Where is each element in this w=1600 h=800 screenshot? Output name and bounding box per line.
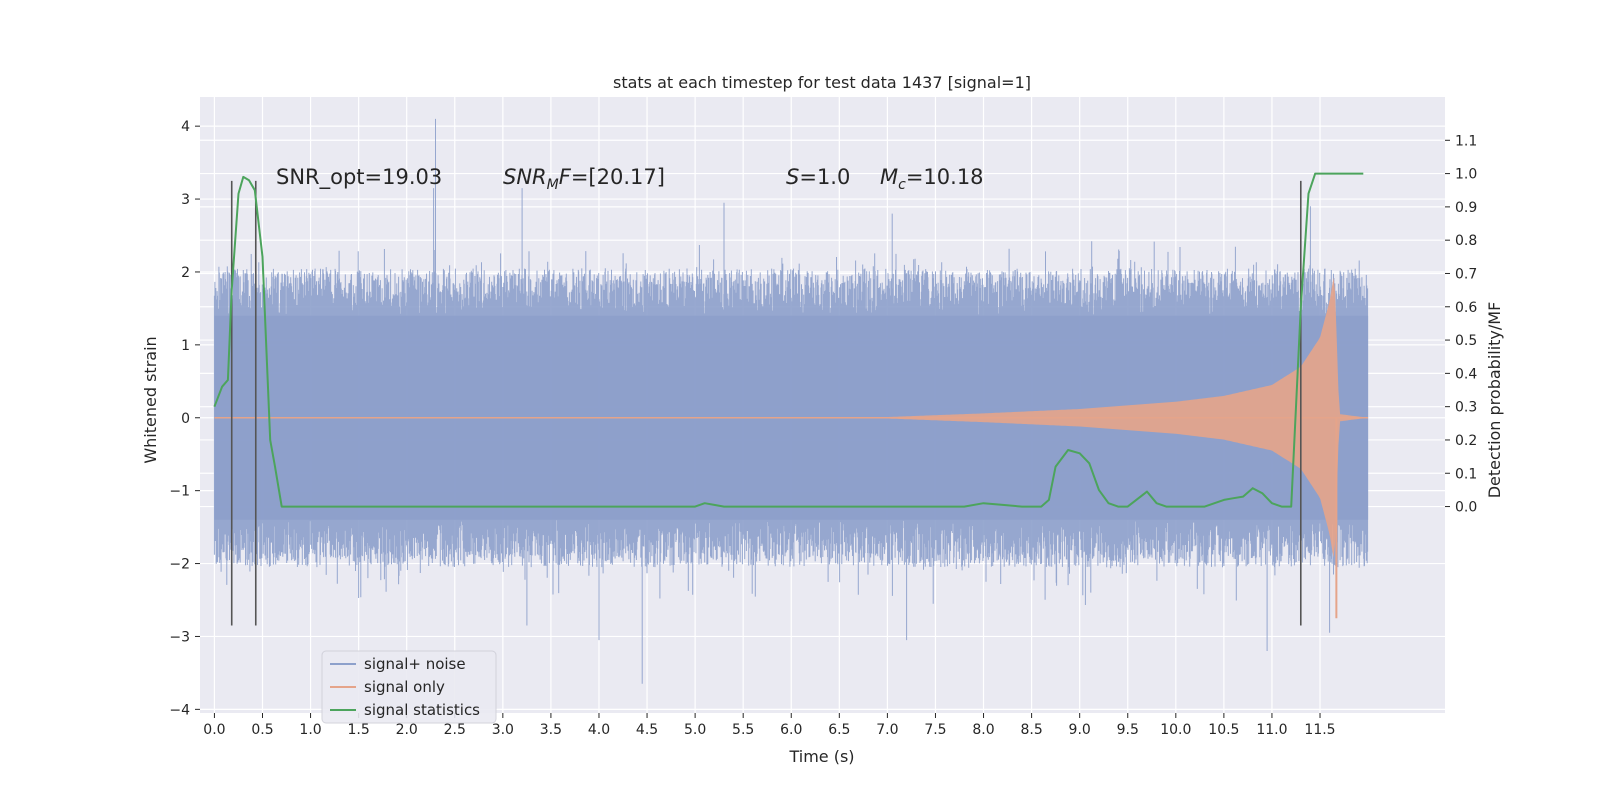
x-tick-label: 1.0 — [299, 722, 321, 738]
y2-tick-label: 1.0 — [1455, 167, 1477, 183]
x-tick-label: 2.5 — [444, 722, 466, 738]
annotation-snr-opt: SNR_opt=19.03 — [276, 165, 442, 190]
x-tick-label: 1.5 — [347, 722, 369, 738]
y-tick-label: 4 — [181, 119, 190, 135]
legend-entry: signal+ noise — [364, 655, 466, 673]
y2-tick-label: 0.4 — [1455, 366, 1477, 382]
chart-title: stats at each timestep for test data 143… — [613, 73, 1031, 92]
x-axis-label: Time (s) — [788, 747, 854, 766]
y2-tick-label: 0.9 — [1455, 200, 1477, 216]
x-tick-label: 8.5 — [1020, 722, 1042, 738]
y-tick-label: 0 — [181, 411, 190, 427]
x-tick-label: 4.0 — [588, 722, 610, 738]
x-tick-label: 2.0 — [396, 722, 418, 738]
annotations: SNR_opt=19.03 SNRMF=[20.17] S=1.0 Mc=10.… — [276, 165, 984, 193]
y2-tick-label: 0.6 — [1455, 300, 1477, 316]
x-tick-label: 3.5 — [540, 722, 562, 738]
y-tick-label: −4 — [169, 702, 190, 718]
x-tick-label: 8.0 — [972, 722, 994, 738]
x-tick-label: 5.5 — [732, 722, 754, 738]
legend-box — [321, 650, 497, 724]
y2-tick-label: 0.0 — [1455, 500, 1477, 516]
legend-entry: signal only — [364, 678, 445, 696]
series-signal-statistics — [213, 172, 1364, 508]
y2-tick-label: 1.1 — [1455, 133, 1477, 149]
annotation-mc: Mc=10.18 — [880, 165, 984, 193]
vertical-markers — [230, 180, 1302, 626]
x-tick-label: 6.0 — [780, 722, 802, 738]
annotation-snr-mf: SNRMF=[20.17] — [503, 165, 665, 193]
y-tick-label: −1 — [169, 484, 190, 500]
x-tick-label: 6.5 — [828, 722, 850, 738]
legend: signal+ noise signal only signal statistic… — [321, 650, 497, 724]
y-tick-label: 3 — [181, 192, 190, 208]
series-signal-only — [214, 277, 1369, 619]
x-tick-label: 3.0 — [492, 722, 514, 738]
y-tick-label: −2 — [169, 557, 190, 573]
y-tick-label: 1 — [181, 338, 190, 354]
annotation-s: S=1.0 — [786, 165, 850, 189]
axes: 0.0 0.5 1.0 1.5 2.0 2.5 3.0 3.5 4.0 4.5 5.0 5.5 6.0 6… — [169, 119, 1477, 738]
y2-tick-label: 0.3 — [1455, 400, 1477, 416]
x-tick-label: 10.0 — [1160, 722, 1191, 738]
x-tick-label: 7.0 — [876, 722, 898, 738]
x-tick-label: 10.5 — [1208, 722, 1239, 738]
y2-tick-label: 0.7 — [1455, 266, 1477, 282]
x-tick-label: 7.5 — [924, 722, 946, 738]
x-tick-label: 0.5 — [251, 722, 273, 738]
x-tick-label: 11.0 — [1256, 722, 1287, 738]
stats-line — [213, 172, 1364, 508]
y-axis-label: Whitened strain — [141, 336, 160, 463]
x-tick-label: 5.0 — [684, 722, 706, 738]
y2-tick-label: 0.1 — [1455, 466, 1477, 482]
x-tick-label: 9.0 — [1069, 722, 1091, 738]
y-tick-label: −3 — [169, 629, 190, 645]
y2-tick-label: 0.8 — [1455, 233, 1477, 249]
x-tick-label: 9.5 — [1117, 722, 1139, 738]
x-tick-label: 0.0 — [203, 722, 225, 738]
y2-tick-label: 0.5 — [1455, 333, 1477, 349]
y2-tick-label: 0.2 — [1455, 433, 1477, 449]
y-tick-label: 2 — [181, 265, 190, 281]
y2-axis-label: Detection probability/MF — [1485, 302, 1504, 499]
x-tick-label: 4.5 — [636, 722, 658, 738]
legend-entry: signal statistics — [364, 701, 480, 719]
x-tick-label: 11.5 — [1304, 722, 1335, 738]
